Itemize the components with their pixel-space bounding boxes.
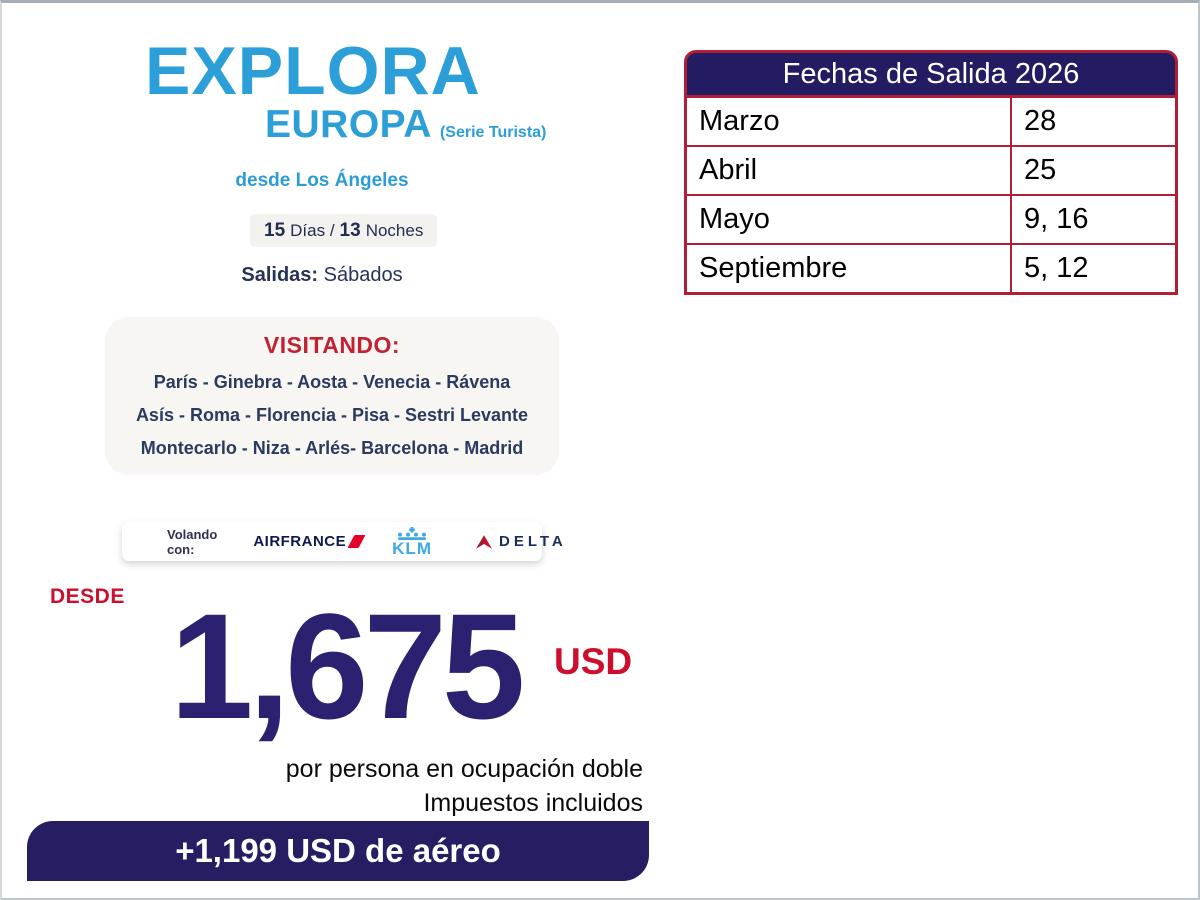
table-body: Marzo 28 Abril 25 Mayo 9, 16 Septiembre …: [684, 98, 1178, 295]
brand-subtitle: EUROPA: [265, 103, 432, 146]
airfrance-label: AIRFRANCE: [253, 533, 347, 550]
table-row: Marzo 28: [687, 98, 1175, 145]
delta-label: DELTA: [498, 533, 567, 550]
airlines-bar: Volando con: AIRFRANCE KLM DELTA: [122, 522, 563, 561]
table-row: Mayo 9, 16: [687, 194, 1175, 243]
brand-title: EXPLORA: [145, 33, 481, 109]
duration-badge: 15 Días / 13 Noches: [250, 214, 438, 247]
departures-label: Salidas:: [241, 264, 319, 286]
month-cell: Mayo: [687, 196, 1012, 243]
delta-logo: DELTA: [475, 533, 567, 550]
taxes-note: Impuestos incluidos: [423, 789, 643, 817]
dates-cell: 28: [1024, 105, 1057, 137]
visiting-line: París - Ginebra - Aosta - Venecia - Ráve…: [153, 372, 511, 392]
days-value: 15: [264, 219, 286, 241]
days-label: Días /: [290, 220, 335, 240]
dates-cell: 9, 16: [1024, 203, 1089, 235]
departures-line: Salidas: Sábados: [92, 264, 552, 287]
nights-value: 13: [339, 219, 361, 241]
table-row: Abril 25: [687, 145, 1175, 194]
airfrance-logo: AIRFRANCE: [253, 533, 366, 550]
dates-cell: 25: [1024, 154, 1057, 186]
klm-logo: KLM: [392, 526, 432, 558]
flying-with-label: Volando con:: [167, 526, 218, 557]
brand-series-note: (Serie Turista): [439, 124, 547, 141]
klm-label: KLM: [392, 538, 432, 558]
delta-triangle-icon: [475, 534, 492, 549]
month-cell: Septiembre: [687, 245, 1012, 292]
visiting-line: Montecarlo - Niza - Arlés- Barcelona - M…: [140, 438, 524, 458]
visiting-lines: París - Ginebra - Aosta - Venecia - Ráve…: [105, 366, 559, 465]
visiting-box: VISITANDO: París - Ginebra - Aosta - Ven…: [105, 317, 559, 475]
price-amount: 1,675: [170, 582, 525, 750]
month-cell: Abril: [687, 147, 1012, 194]
table-row: Septiembre 5, 12: [687, 243, 1175, 292]
visiting-title: VISITANDO:: [263, 332, 401, 358]
origin-text: desde Los Ángeles: [235, 170, 409, 191]
departure-dates-table: Fechas de Salida 2026 Marzo 28 Abril 25 …: [684, 50, 1178, 295]
table-title: Fechas de Salida 2026: [684, 50, 1178, 98]
departures-value: Sábados: [323, 264, 403, 286]
nights-label: Noches: [365, 220, 424, 240]
price-from-label: DESDE: [50, 585, 125, 608]
airfrance-slash-icon: [347, 535, 366, 548]
per-person-note: por persona en ocupación doble: [285, 755, 643, 783]
klm-crown-icon: [398, 526, 427, 540]
brand-subtitle-row: EUROPA (Serie Turista): [265, 103, 546, 147]
visiting-line: Asís - Roma - Florencia - Pisa - Sestri …: [135, 405, 529, 425]
dates-cell: 5, 12: [1024, 252, 1089, 284]
price-currency: USD: [554, 641, 633, 682]
month-cell: Marzo: [687, 98, 1012, 145]
air-supplement-banner: +1,199 USD de aéreo: [27, 821, 649, 881]
